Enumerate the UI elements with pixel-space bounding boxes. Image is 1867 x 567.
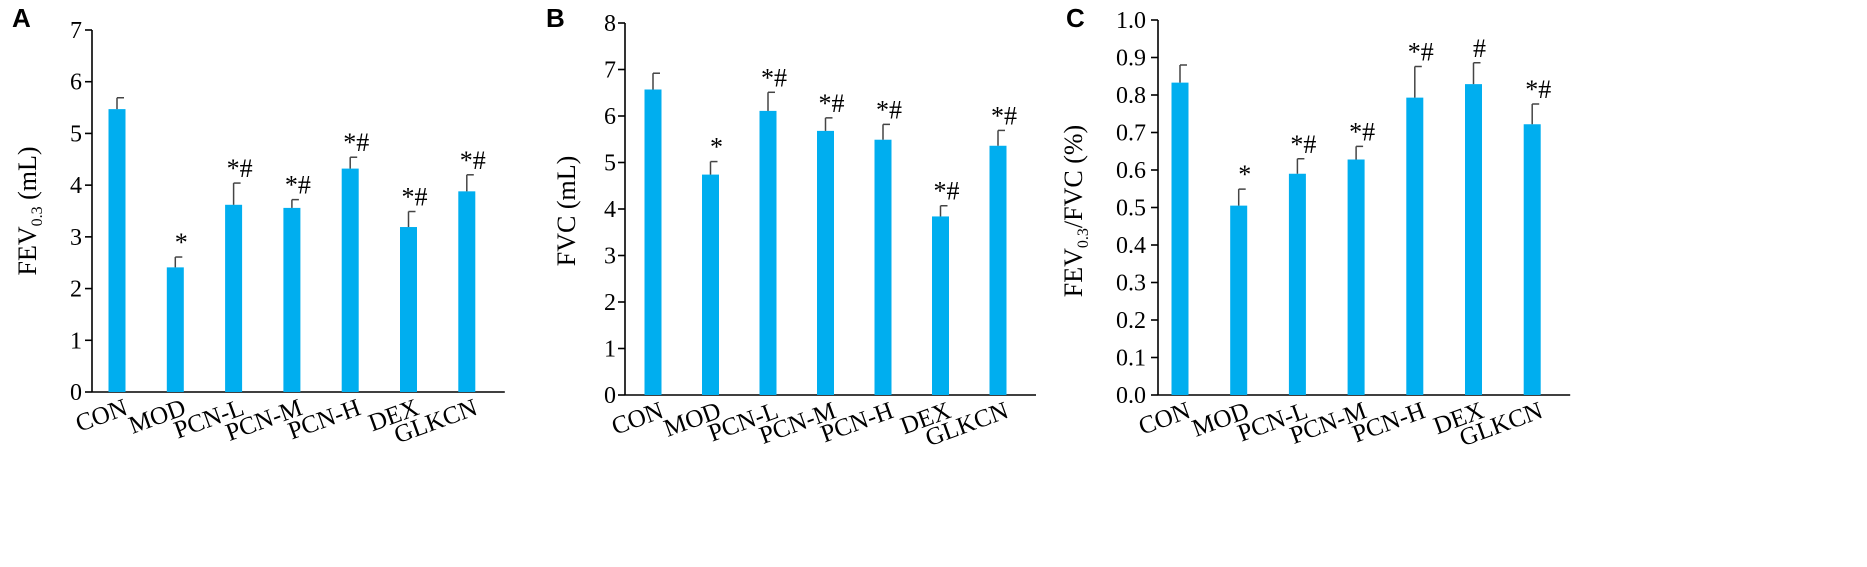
significance-mark: *# — [285, 171, 311, 200]
significance-mark: *# — [819, 89, 845, 118]
bar-mod — [166, 267, 184, 392]
significance-mark: *# — [402, 183, 428, 212]
panel-label: C — [1066, 3, 1085, 33]
y-axis-title: FVC (mL) — [552, 156, 581, 267]
y-tick-label: 1.0 — [1116, 8, 1146, 34]
y-axis-title-main: FEV — [13, 226, 42, 275]
y-tick-label: 0 — [70, 380, 82, 406]
significance-mark: * — [1238, 160, 1251, 189]
bar-glkcn — [1523, 124, 1541, 395]
bar-glkcn — [989, 145, 1007, 395]
bar-pcn-h — [1406, 97, 1424, 395]
significance-mark: *# — [876, 95, 902, 124]
y-tick-label: 7 — [70, 18, 82, 44]
y-axis-title: FEV0.3/FVC (%) — [1059, 125, 1092, 297]
bar-pcn-m — [817, 130, 834, 395]
y-tick-label: 5 — [70, 121, 82, 147]
significance-mark: *# — [1290, 130, 1316, 159]
bar-dex — [1465, 84, 1482, 395]
bar-pcn-m — [283, 207, 301, 392]
bar-dex — [932, 216, 949, 395]
y-tick-label: 1 — [604, 337, 616, 363]
y-axis-title: FEV0.3 (mL) — [13, 146, 46, 275]
chart-panel-c: C0.00.10.20.30.40.50.60.70.80.91.0FEV0.3… — [1059, 3, 1571, 452]
y-tick-label: 2 — [70, 277, 82, 303]
y-tick-label: 8 — [604, 11, 616, 37]
y-axis-title-unit: (mL) — [13, 146, 42, 206]
y-tick-label: 0.6 — [1116, 158, 1146, 184]
y-tick-label: 3 — [604, 244, 616, 270]
y-tick-label: 0.9 — [1116, 46, 1146, 72]
y-tick-label: 0.5 — [1116, 196, 1146, 222]
y-tick-label: 7 — [604, 58, 616, 84]
y-tick-label: 0.0 — [1116, 383, 1146, 409]
y-axis-title-subscript: 0.3 — [29, 206, 46, 226]
panel-label: A — [12, 3, 31, 33]
y-tick-label: 0.4 — [1116, 233, 1146, 259]
bar-con — [1171, 82, 1189, 395]
y-axis-title-subscript: 0.3 — [1075, 228, 1092, 248]
bar-pcn-l — [759, 110, 777, 395]
y-tick-label: 0.7 — [1116, 121, 1146, 147]
bar-con — [644, 89, 662, 396]
y-axis-title-main: FVC (mL) — [552, 156, 581, 267]
y-tick-label: 6 — [70, 70, 82, 96]
significance-mark: *# — [1408, 38, 1434, 67]
bar-pcn-l — [1288, 173, 1306, 395]
y-axis-title-unit: /FVC (%) — [1059, 125, 1088, 228]
y-tick-label: 1 — [70, 328, 82, 354]
y-tick-label: 4 — [70, 173, 82, 199]
bar-pcn-l — [225, 204, 243, 392]
bar-glkcn — [458, 191, 476, 392]
panel-label: B — [546, 3, 565, 33]
y-tick-label: 3 — [70, 225, 82, 251]
significance-mark: *# — [934, 177, 960, 206]
y-tick-label: 5 — [604, 151, 616, 177]
y-tick-label: 2 — [604, 290, 616, 316]
significance-mark: *# — [227, 154, 253, 183]
bar-dex — [400, 227, 417, 392]
y-tick-label: 0.2 — [1116, 308, 1146, 334]
y-axis-title-main: FEV — [1059, 248, 1088, 297]
significance-mark: * — [710, 133, 723, 162]
significance-mark: *# — [1525, 75, 1551, 104]
significance-mark: * — [175, 228, 188, 257]
y-tick-label: 0.3 — [1116, 271, 1146, 297]
bar-con — [108, 109, 126, 392]
y-tick-label: 6 — [604, 104, 616, 130]
y-tick-label: 4 — [604, 197, 616, 223]
y-tick-label: 0.8 — [1116, 83, 1146, 109]
bar-pcn-h — [874, 139, 892, 395]
significance-mark: # — [1473, 34, 1486, 63]
bar-mod — [702, 174, 719, 395]
significance-mark: *# — [991, 101, 1017, 130]
significance-mark: *# — [460, 146, 486, 175]
y-tick-label: 0.1 — [1116, 346, 1146, 372]
bar-pcn-m — [1347, 159, 1365, 395]
x-tick-label: CON — [608, 397, 667, 440]
bar-mod — [1230, 205, 1248, 395]
significance-mark: *# — [761, 63, 787, 92]
significance-mark: *# — [343, 128, 369, 157]
bar-pcn-h — [341, 168, 359, 392]
y-tick-label: 0 — [604, 383, 616, 409]
significance-mark: *# — [1349, 117, 1375, 146]
